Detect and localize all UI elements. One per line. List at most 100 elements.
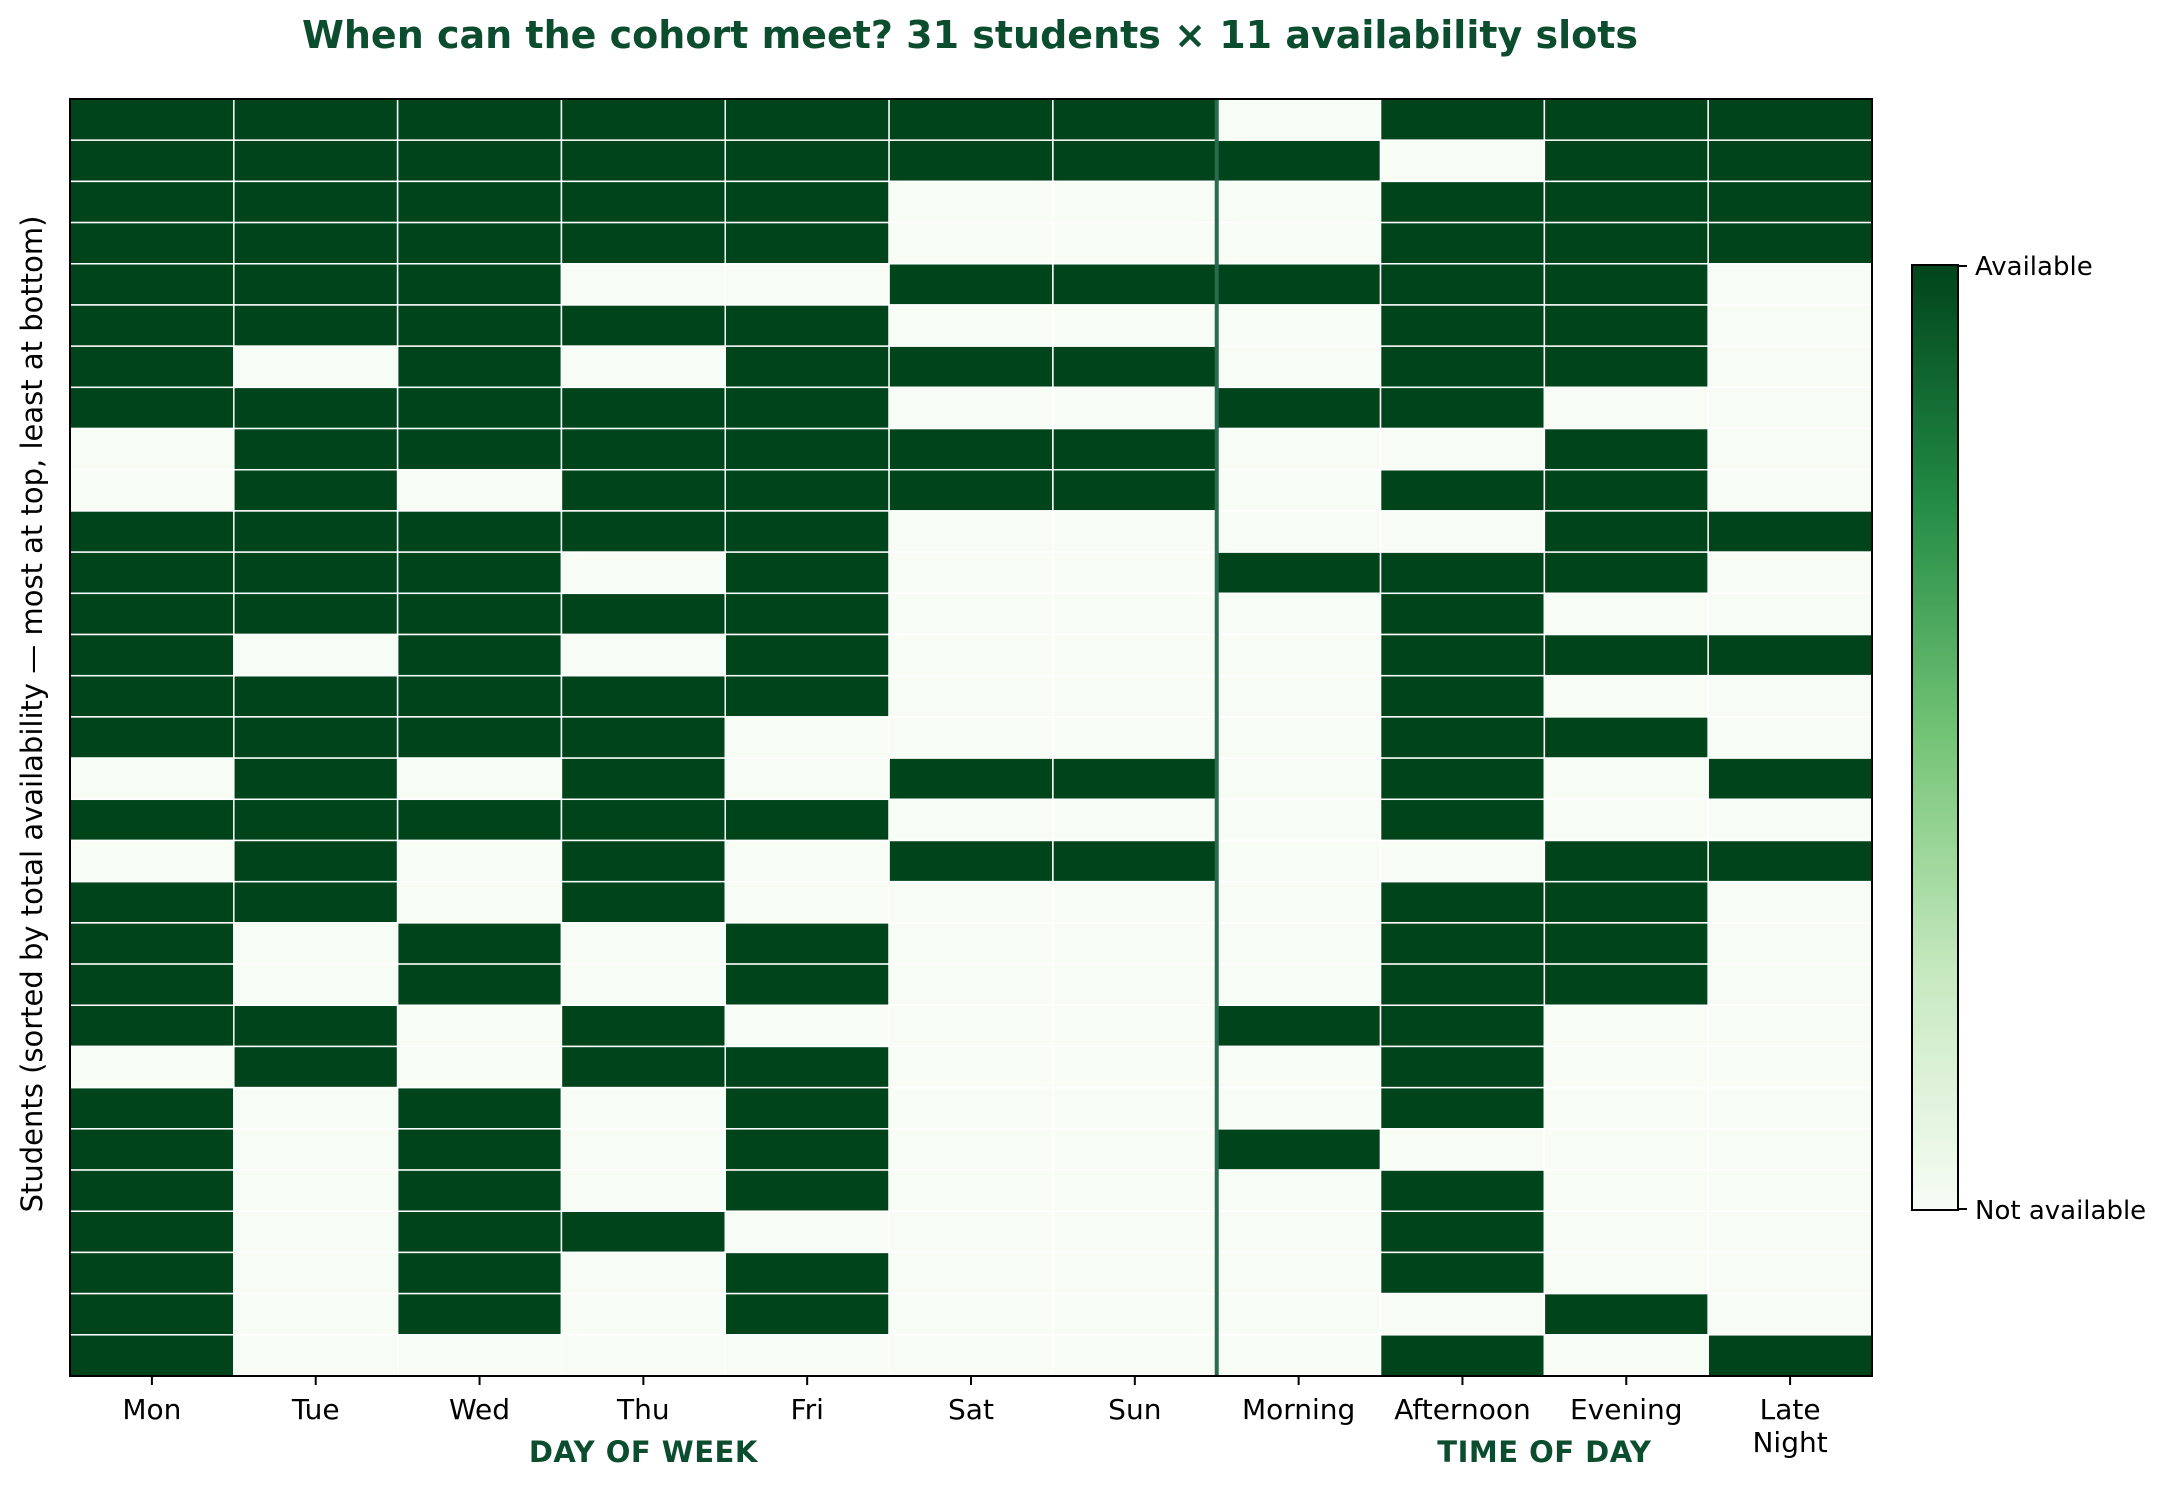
- heatmap-cell: [1543, 180, 1709, 224]
- heatmap-cell: [69, 839, 235, 883]
- heatmap-cell: [1543, 1004, 1709, 1048]
- heatmap-cell: [1379, 839, 1546, 883]
- heatmap-cell: [1543, 510, 1709, 553]
- heatmap-cell: [560, 798, 727, 842]
- heatmap-cell: [560, 1334, 727, 1377]
- heatmap-cell: [1052, 1004, 1218, 1048]
- heatmap-cell: [1379, 510, 1546, 553]
- x-tick-label: Fri: [791, 1393, 824, 1426]
- heatmap-cell: [1215, 1169, 1382, 1212]
- x-tick-label: Afternoon: [1394, 1393, 1531, 1426]
- heatmap-cell: [888, 510, 1054, 553]
- heatmap-cell: [1543, 468, 1709, 512]
- heatmap-cell: [69, 1292, 235, 1336]
- heatmap-cell: [560, 1210, 727, 1254]
- x-tick-label: Sat: [948, 1393, 994, 1426]
- heatmap-cell: [1543, 386, 1709, 430]
- heatmap-cell: [69, 1004, 235, 1048]
- heatmap-cell: [396, 1210, 563, 1254]
- heatmap-cell: [1379, 798, 1546, 842]
- heatmap-cell: [888, 1210, 1054, 1254]
- heatmap-cell: [888, 716, 1054, 759]
- heatmap-cell: [1379, 963, 1546, 1007]
- heatmap-cell: [724, 757, 890, 801]
- heatmap-cell: [233, 551, 399, 595]
- heatmap-cell: [560, 345, 727, 389]
- heatmap-cell: [396, 839, 563, 883]
- heatmap-cell: [1543, 716, 1709, 759]
- heatmap-cell: [1379, 592, 1546, 636]
- heatmap-cell: [1052, 468, 1218, 512]
- heatmap-cell: [1543, 1086, 1709, 1130]
- heatmap-cell: [396, 221, 563, 265]
- heatmap-cell: [1379, 716, 1546, 759]
- heatmap-cell: [724, 633, 890, 677]
- heatmap-cell: [1215, 798, 1382, 842]
- heatmap-cell: [396, 1128, 563, 1171]
- heatmap-cell: [233, 839, 399, 883]
- heatmap-cell: [1052, 1086, 1218, 1130]
- heatmap-cell: [1379, 1210, 1546, 1254]
- heatmap-cell: [724, 1334, 890, 1377]
- heatmap-cell: [1052, 963, 1218, 1007]
- heatmap-cell: [1215, 263, 1382, 306]
- heatmap-cell: [69, 510, 235, 553]
- heatmap-cell: [888, 798, 1054, 842]
- heatmap-cell: [1707, 1251, 1873, 1295]
- plot-frame: [69, 98, 1873, 1377]
- heatmap-cell: [69, 592, 235, 636]
- heatmap-cell: [1379, 263, 1546, 306]
- heatmap-cell: [69, 798, 235, 842]
- heatmap-cell: [560, 427, 727, 471]
- heatmap-cell: [1379, 1004, 1546, 1048]
- x-tick-label: Wed: [449, 1393, 510, 1426]
- heatmap-cell: [1215, 1086, 1382, 1130]
- heatmap-cell: [1379, 922, 1546, 965]
- heatmap-cell: [724, 1210, 890, 1254]
- heatmap-cell: [888, 468, 1054, 512]
- heatmap-cell: [724, 922, 890, 965]
- heatmap-cell: [888, 551, 1054, 595]
- heatmap-cell: [1052, 1334, 1218, 1377]
- heatmap-cell: [233, 386, 399, 430]
- heatmap-cell: [1543, 674, 1709, 718]
- heatmap-cell: [1052, 716, 1218, 759]
- heatmap-cell: [396, 180, 563, 224]
- heatmap-cell: [1052, 1210, 1218, 1254]
- heatmap-cell: [1052, 592, 1218, 636]
- heatmap-cell: [560, 468, 727, 512]
- heatmap-cell: [560, 221, 727, 265]
- heatmap-cell: [560, 922, 727, 965]
- heatmap-cell: [1379, 1334, 1546, 1377]
- heatmap-cell: [69, 922, 235, 965]
- heatmap-cell: [1707, 1334, 1873, 1377]
- heatmap-cell: [69, 180, 235, 224]
- heatmap-cell: [396, 427, 563, 471]
- heatmap-cell: [1543, 221, 1709, 265]
- heatmap-cell: [1215, 468, 1382, 512]
- heatmap-cell: [1707, 98, 1873, 141]
- heatmap-cell: [1215, 674, 1382, 718]
- heatmap-cell: [888, 345, 1054, 389]
- heatmap-cell: [1215, 922, 1382, 965]
- heatmap-cell: [1543, 922, 1709, 965]
- heatmap-cell: [724, 263, 890, 306]
- heatmap-cell: [69, 345, 235, 389]
- heatmap-cell: [1543, 304, 1709, 347]
- heatmap-cell: [1215, 1004, 1382, 1048]
- heatmap-cell: [1215, 1210, 1382, 1254]
- heatmap-cell: [888, 1086, 1054, 1130]
- heatmap-cell: [1707, 839, 1873, 883]
- heatmap-cell: [724, 674, 890, 718]
- heatmap-cell: [1052, 180, 1218, 224]
- heatmap-cell: [1707, 427, 1873, 471]
- heatmap-cell: [1543, 1045, 1709, 1089]
- heatmap-cell: [1707, 139, 1873, 183]
- heatmap-cell: [396, 963, 563, 1007]
- heatmap-cell: [1707, 880, 1873, 924]
- column-group-label: TIME OF DAY: [1437, 1435, 1652, 1469]
- heatmap-cell: [233, 263, 399, 306]
- heatmap-cell: [1379, 468, 1546, 512]
- heatmap-cell: [69, 221, 235, 265]
